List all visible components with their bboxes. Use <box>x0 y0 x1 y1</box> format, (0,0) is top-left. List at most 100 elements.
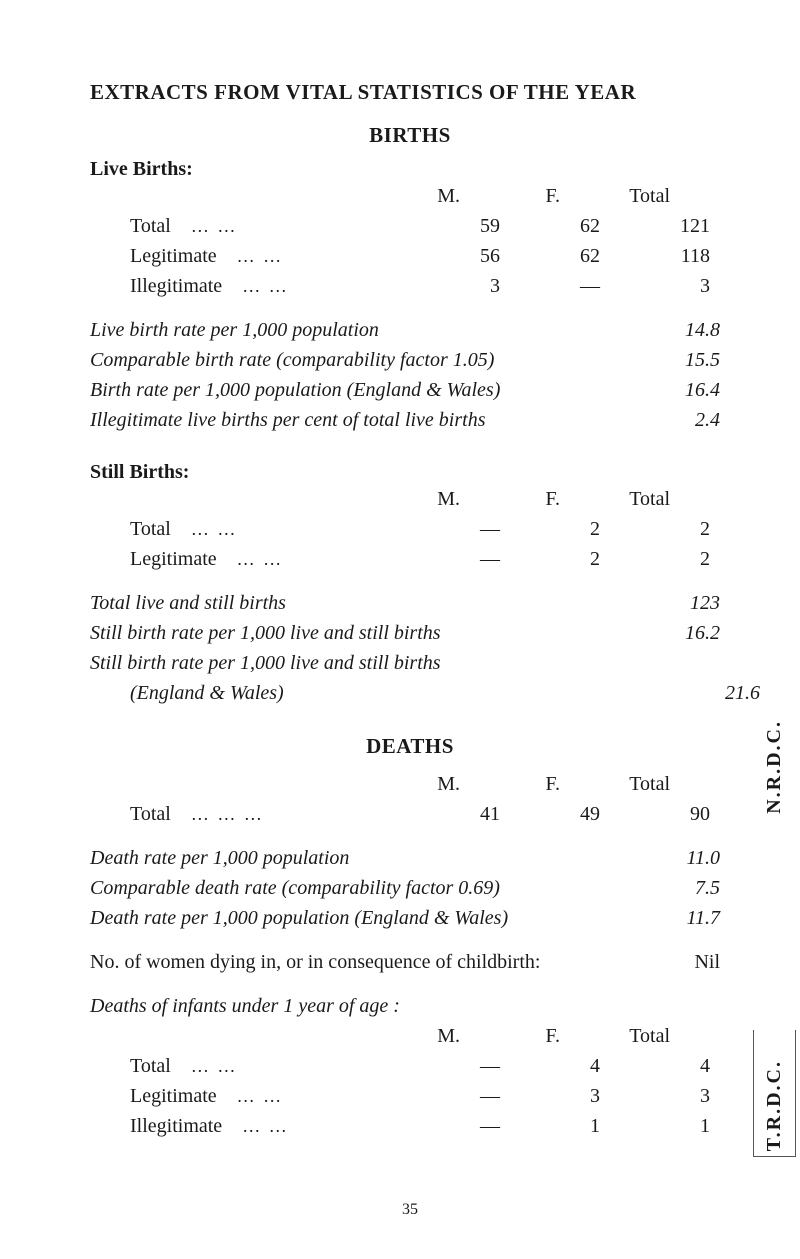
rate-label: Total live and still births <box>90 588 620 618</box>
rate-value: 11.7 <box>620 903 720 933</box>
page-title: EXTRACTS FROM VITAL STATISTICS OF THE YE… <box>90 80 730 105</box>
cell: — <box>410 1051 510 1081</box>
births-row-legitimate: Legitimate 56 62 118 <box>90 241 730 271</box>
deaths-header-row: M. F. Total <box>90 769 730 799</box>
page-number: 35 <box>90 1201 730 1219</box>
childbirth-row: No. of women dying in, or in consequence… <box>90 947 730 977</box>
cell: 41 <box>410 799 510 829</box>
cell: 118 <box>610 241 710 271</box>
infants-row-total: Total — 4 4 <box>90 1051 730 1081</box>
rate-sbr: Still birth rate per 1,000 live and stil… <box>90 618 730 648</box>
col-total: Total <box>570 181 670 211</box>
rate-label: (England & Wales) <box>90 678 660 708</box>
live-births-label: Live Births: <box>90 158 730 181</box>
infants-heading: Deaths of infants under 1 year of age : <box>90 991 730 1021</box>
rate-tls: Total live and still births 123 <box>90 588 730 618</box>
cell: 2 <box>610 544 710 574</box>
rate-sbrew-l1: Still birth rate per 1,000 live and stil… <box>90 648 730 678</box>
cell: 49 <box>510 799 610 829</box>
rate-illeg: Illegitimate live births per cent of tot… <box>90 405 730 435</box>
col-f: F. <box>470 181 570 211</box>
rate-label: Comparable death rate (comparability fac… <box>90 873 620 903</box>
rate-dew: Death rate per 1,000 population (England… <box>90 903 730 933</box>
rate-value: 7.5 <box>620 873 720 903</box>
still-row-legitimate: Legitimate — 2 2 <box>90 544 730 574</box>
rate-label: Still birth rate per 1,000 live and stil… <box>90 618 620 648</box>
childbirth-label: No. of women dying in, or in consequence… <box>90 947 620 977</box>
cell: 3 <box>410 271 510 301</box>
cell: 1 <box>610 1111 710 1141</box>
rate-dcomp: Comparable death rate (comparability fac… <box>90 873 730 903</box>
col-total: Total <box>570 484 670 514</box>
col-m: M. <box>370 769 470 799</box>
row-label: Legitimate <box>90 544 410 574</box>
cell: 2 <box>610 514 710 544</box>
deaths-heading: DEATHS <box>90 734 730 759</box>
births-header-row: M. F. Total <box>90 181 730 211</box>
rate-label: Still birth rate per 1,000 live and stil… <box>90 648 620 678</box>
infants-row-illegitimate: Illegitimate — 1 1 <box>90 1111 730 1141</box>
cell: 4 <box>510 1051 610 1081</box>
cell: 62 <box>510 241 610 271</box>
cell: 90 <box>610 799 710 829</box>
cell: — <box>410 514 510 544</box>
col-f: F. <box>470 769 570 799</box>
rate-label: Birth rate per 1,000 population (England… <box>90 375 620 405</box>
cell: 4 <box>610 1051 710 1081</box>
row-label: Total <box>90 799 410 829</box>
rate-value: 14.8 <box>620 315 720 345</box>
col-total: Total <box>570 1021 670 1051</box>
cell: 59 <box>410 211 510 241</box>
row-label: Total <box>90 514 410 544</box>
cell: 3 <box>610 1081 710 1111</box>
col-total: Total <box>570 769 670 799</box>
rate-lbr: Live birth rate per 1,000 population 14.… <box>90 315 730 345</box>
row-label: Legitimate <box>90 1081 410 1111</box>
childbirth-value: Nil <box>620 947 720 977</box>
infants-row-legitimate: Legitimate — 3 3 <box>90 1081 730 1111</box>
rate-value: 16.2 <box>620 618 720 648</box>
row-label: Legitimate <box>90 241 410 271</box>
col-f: F. <box>470 1021 570 1051</box>
rate-dr: Death rate per 1,000 population 11.0 <box>90 843 730 873</box>
cell: — <box>410 1081 510 1111</box>
births-row-total: Total 59 62 121 <box>90 211 730 241</box>
births-row-illegitimate: Illegitimate 3 — 3 <box>90 271 730 301</box>
row-label: Total <box>90 211 410 241</box>
cell: 121 <box>610 211 710 241</box>
row-label: Illegitimate <box>90 1111 410 1141</box>
rate-label: Death rate per 1,000 population <box>90 843 620 873</box>
cell: 62 <box>510 211 610 241</box>
rate-label: Comparable birth rate (comparability fac… <box>90 345 620 375</box>
col-m: M. <box>370 484 470 514</box>
rate-label: Death rate per 1,000 population (England… <box>90 903 620 933</box>
rate-sbrew-l2: (England & Wales) 21.6 <box>90 678 730 708</box>
rate-value: 123 <box>620 588 720 618</box>
rate-value: 21.6 <box>660 678 760 708</box>
col-m: M. <box>370 181 470 211</box>
rate-label: Illegitimate live births per cent of tot… <box>90 405 620 435</box>
cell: 2 <box>510 544 610 574</box>
deaths-row-total: Total 41 49 90 <box>90 799 730 829</box>
rate-label: Live birth rate per 1,000 population <box>90 315 620 345</box>
cell: 2 <box>510 514 610 544</box>
side-label-trdc: T.R.D.C. <box>763 1060 786 1151</box>
births-heading: BIRTHS <box>90 123 730 148</box>
cell: 3 <box>610 271 710 301</box>
still-births-label: Still Births: <box>90 461 730 484</box>
row-label: Total <box>90 1051 410 1081</box>
rate-ew: Birth rate per 1,000 population (England… <box>90 375 730 405</box>
cell: — <box>510 271 610 301</box>
rate-value: 11.0 <box>620 843 720 873</box>
rate-value: 2.4 <box>620 405 720 435</box>
rate-value: 15.5 <box>620 345 720 375</box>
row-label: Illegitimate <box>90 271 410 301</box>
still-header-row: M. F. Total <box>90 484 730 514</box>
rate-comp: Comparable birth rate (comparability fac… <box>90 345 730 375</box>
cell: — <box>410 1111 510 1141</box>
infants-header-row: M. F. Total <box>90 1021 730 1051</box>
rate-value: 16.4 <box>620 375 720 405</box>
cell: — <box>410 544 510 574</box>
cell: 56 <box>410 241 510 271</box>
cell: 1 <box>510 1111 610 1141</box>
